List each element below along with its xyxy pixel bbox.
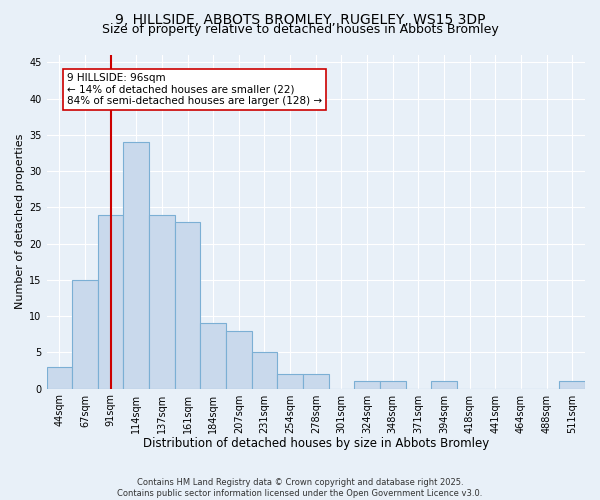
Bar — [354, 382, 380, 388]
X-axis label: Distribution of detached houses by size in Abbots Bromley: Distribution of detached houses by size … — [143, 437, 489, 450]
Bar — [251, 352, 277, 388]
Bar — [175, 222, 200, 388]
Bar — [303, 374, 329, 388]
Bar — [380, 382, 406, 388]
Text: Contains HM Land Registry data © Crown copyright and database right 2025.
Contai: Contains HM Land Registry data © Crown c… — [118, 478, 482, 498]
Bar — [559, 382, 585, 388]
Text: Size of property relative to detached houses in Abbots Bromley: Size of property relative to detached ho… — [101, 22, 499, 36]
Bar — [200, 324, 226, 388]
Text: 9, HILLSIDE, ABBOTS BROMLEY, RUGELEY, WS15 3DP: 9, HILLSIDE, ABBOTS BROMLEY, RUGELEY, WS… — [115, 12, 485, 26]
Bar — [431, 382, 457, 388]
Bar — [124, 142, 149, 388]
Bar — [47, 367, 72, 388]
Y-axis label: Number of detached properties: Number of detached properties — [15, 134, 25, 310]
Bar — [72, 280, 98, 388]
Bar — [149, 214, 175, 388]
Bar — [277, 374, 303, 388]
Bar — [98, 214, 124, 388]
Text: 9 HILLSIDE: 96sqm
← 14% of detached houses are smaller (22)
84% of semi-detached: 9 HILLSIDE: 96sqm ← 14% of detached hous… — [67, 73, 322, 106]
Bar — [226, 330, 251, 388]
